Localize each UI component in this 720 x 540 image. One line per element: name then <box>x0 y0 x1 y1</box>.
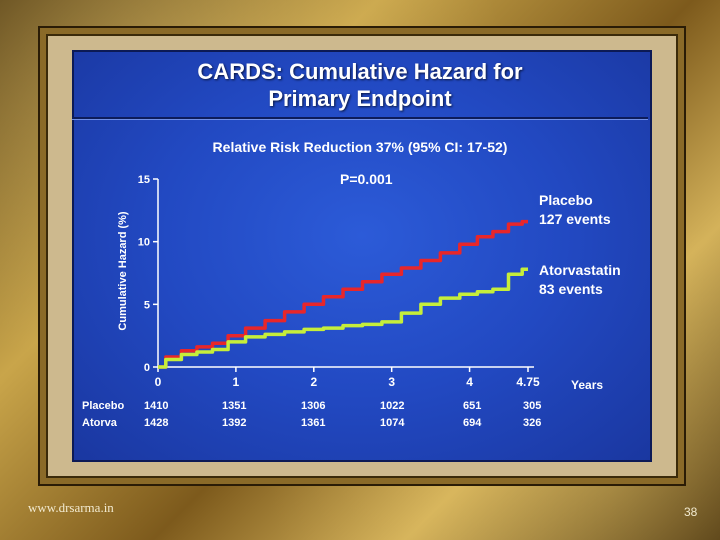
at-risk-cell: 1074 <box>380 417 405 429</box>
at-risk-cell: 1022 <box>380 400 405 412</box>
x-tick-label: 4.75 <box>516 375 540 389</box>
placebo-events-label: 127 events <box>539 211 611 227</box>
at-risk-cell: 694 <box>463 417 482 429</box>
placebo-label: Placebo <box>539 192 593 208</box>
atorvastatin-label: Atorvastatin <box>539 262 621 278</box>
at-risk-cell: 1392 <box>222 417 247 429</box>
x-axis-label: Years <box>571 378 603 392</box>
x-tick-label: 1 <box>233 375 240 389</box>
at-risk-cell: 326 <box>523 417 542 429</box>
y-tick-label: 15 <box>138 174 150 186</box>
title-line-2: Primary Endpoint <box>268 86 452 111</box>
at-risk-cell: 651 <box>463 400 482 412</box>
x-tick-label: 0 <box>155 375 162 389</box>
y-tick-label: 5 <box>144 299 150 311</box>
at-risk-cell: 305 <box>523 400 542 412</box>
page-number: 38 <box>684 505 698 519</box>
relative-risk-subtitle: Relative Risk Reduction 37% (95% CI: 17-… <box>212 139 508 155</box>
at-risk-label-atorva: Atorva <box>82 417 117 429</box>
p-value-label: P=0.001 <box>340 171 393 187</box>
at-risk-cell: 1410 <box>144 400 169 412</box>
title-line-1: CARDS: Cumulative Hazard for <box>197 59 523 84</box>
title-divider <box>72 117 648 119</box>
atorvastatin-events-label: 83 events <box>539 281 603 297</box>
at-risk-cell: 1361 <box>301 417 326 429</box>
at-risk-cell: 1428 <box>144 417 169 429</box>
at-risk-cell: 1351 <box>222 400 247 412</box>
watermark-url: www.drsarma.in <box>28 500 114 515</box>
slide-title: CARDS: Cumulative Hazard for Primary End… <box>72 58 648 112</box>
at-risk-cell: 1306 <box>301 400 326 412</box>
at-risk-label-placebo: Placebo <box>82 400 125 412</box>
hazard-chart: Cumulative Hazard (%) 0 5 10 15 0 1 2 3 4 4.75 Pl… <box>117 174 621 392</box>
x-tick-label: 3 <box>388 375 395 389</box>
x-tick-label: 4 <box>466 375 473 389</box>
y-tick-label: 10 <box>138 237 150 249</box>
placebo-series-line <box>158 219 528 369</box>
title-divider-highlight <box>72 119 648 120</box>
y-tick-label: 0 <box>144 362 150 374</box>
atorvastatin-series-line <box>158 267 528 369</box>
y-axis-label: Cumulative Hazard (%) <box>117 211 129 331</box>
x-tick-label: 2 <box>310 375 317 389</box>
